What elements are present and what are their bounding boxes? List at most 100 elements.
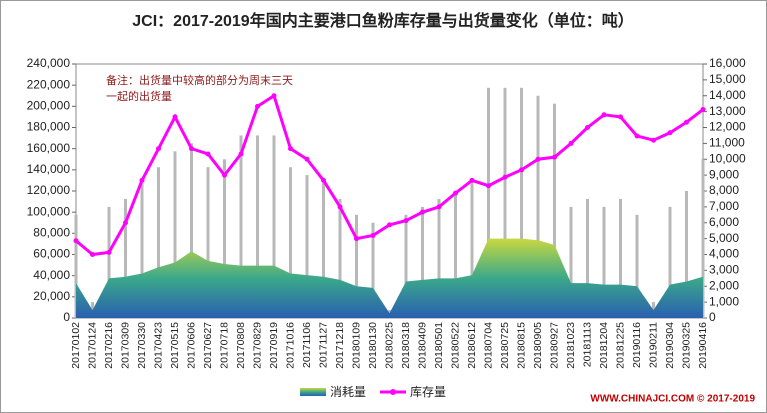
- shipment-bar: [107, 206, 111, 318]
- inventory-point: [535, 156, 541, 162]
- inventory-point: [667, 130, 673, 136]
- inventory-point: [552, 154, 557, 160]
- inventory-point: [304, 156, 310, 162]
- x-tick-label: 20170330: [136, 322, 148, 369]
- x-tick-label: 20180927: [548, 322, 560, 369]
- y-tick-label: 200,000: [27, 99, 71, 113]
- shipment-bar: [124, 198, 127, 318]
- x-tick-label: 20181023: [565, 322, 577, 369]
- inventory-point: [139, 177, 145, 183]
- inventory-point: [618, 114, 623, 120]
- x-tick-label: 20171218: [334, 322, 346, 369]
- y-tick-label: 60,000: [33, 247, 70, 261]
- shipment-bar: [239, 135, 243, 318]
- x-tick-label: 20171106: [301, 322, 313, 368]
- y-tick-label: 140,000: [27, 162, 71, 176]
- shipment-bar: [668, 206, 672, 318]
- inventory-point: [519, 167, 524, 173]
- shipment-bar: [322, 183, 325, 318]
- x-tick-label: 20170718: [218, 322, 230, 369]
- x-tick-label: 20181204: [598, 322, 610, 369]
- shipment-bar: [635, 214, 639, 318]
- x-tick-label: 20181113: [581, 322, 593, 367]
- y2-tick-label: 1,000: [709, 294, 739, 308]
- x-tick-label: 20170216: [103, 322, 115, 369]
- shipment-bar: [520, 87, 523, 318]
- x-tick-label: 20180815: [515, 322, 527, 369]
- legend-swatch: [390, 389, 396, 395]
- shipment-bar: [140, 183, 144, 318]
- shipment-bar: [404, 214, 408, 318]
- inventory-point: [90, 252, 95, 257]
- x-tick-label: 20190416: [697, 322, 709, 369]
- inventory-point: [370, 232, 376, 238]
- y-tick-label: 100,000: [27, 204, 71, 218]
- shipment-bar: [206, 167, 210, 318]
- annotation: 一起的出货量: [106, 89, 172, 103]
- shipment-bar: [569, 206, 573, 318]
- shipment-bar: [190, 143, 193, 318]
- x-tick-label: 20170124: [86, 322, 98, 369]
- y2-tick-label: 9,000: [709, 167, 739, 181]
- y-tick-label: 0: [63, 310, 70, 324]
- x-tick-label: 20190211: [647, 322, 659, 368]
- inventory-point: [634, 133, 640, 139]
- y-tick-label: 160,000: [27, 141, 71, 155]
- inventory-point: [238, 151, 244, 157]
- shipment-bar: [701, 159, 705, 318]
- inventory-point: [453, 190, 458, 196]
- x-tick-label: 20170423: [152, 322, 164, 369]
- shipment-bar: [470, 183, 474, 318]
- legend-swatch: [300, 388, 326, 396]
- inventory-point: [684, 119, 689, 125]
- inventory-point: [601, 112, 607, 118]
- shipment-bar: [355, 214, 358, 318]
- x-tick-label: 20181225: [614, 322, 626, 369]
- x-tick-label: 20180704: [482, 322, 494, 369]
- x-tick-label: 20180905: [532, 322, 544, 369]
- y2-tick-label: 14,000: [709, 88, 746, 102]
- inventory-point: [271, 93, 277, 99]
- annotation: 备注：出货量中较高的部分为周末三天: [106, 73, 293, 87]
- shipment-bar: [437, 198, 441, 318]
- y2-tick-label: 8,000: [709, 183, 739, 197]
- x-tick-label: 20170515: [169, 322, 181, 369]
- y2-tick-label: 16,000: [709, 56, 746, 70]
- y-tick-label: 220,000: [27, 77, 71, 91]
- x-tick-label: 20190304: [664, 322, 676, 369]
- inventory-point: [337, 204, 343, 210]
- x-tick-label: 20180409: [416, 322, 428, 369]
- y2-tick-label: 4,000: [709, 247, 739, 261]
- inventory-point: [568, 140, 574, 146]
- x-tick-label: 20190325: [680, 322, 692, 369]
- y-tick-label: 180,000: [27, 120, 71, 134]
- shipment-bar: [602, 206, 606, 318]
- consumption-area: [76, 238, 703, 318]
- inventory-point: [172, 114, 178, 120]
- x-tick-label: 20171127: [317, 322, 329, 368]
- x-tick-label: 20170309: [119, 322, 131, 369]
- x-tick-label: 20170919: [268, 322, 280, 369]
- inventory-point: [436, 204, 442, 210]
- x-tick-label: 20170102: [70, 322, 82, 369]
- inventory-point: [354, 236, 359, 242]
- inventory-point: [469, 177, 475, 183]
- shipment-bar: [272, 135, 276, 318]
- shipment-bar: [173, 151, 177, 318]
- inventory-point: [288, 146, 293, 152]
- shipment-bar: [454, 191, 457, 318]
- inventory-point: [255, 103, 260, 109]
- shipment-bar: [223, 159, 226, 318]
- x-tick-label: 20180130: [367, 322, 379, 369]
- y2-tick-label: 3,000: [709, 263, 739, 277]
- shipment-bar: [256, 135, 259, 318]
- inventory-point: [585, 125, 590, 130]
- inventory-point: [651, 137, 656, 143]
- x-tick-label: 20180725: [499, 322, 511, 369]
- y2-tick-label: 13,000: [709, 104, 746, 118]
- x-tick-label: 20180612: [466, 322, 478, 369]
- x-tick-label: 20190116: [631, 322, 643, 368]
- y2-tick-label: 7,000: [709, 199, 739, 213]
